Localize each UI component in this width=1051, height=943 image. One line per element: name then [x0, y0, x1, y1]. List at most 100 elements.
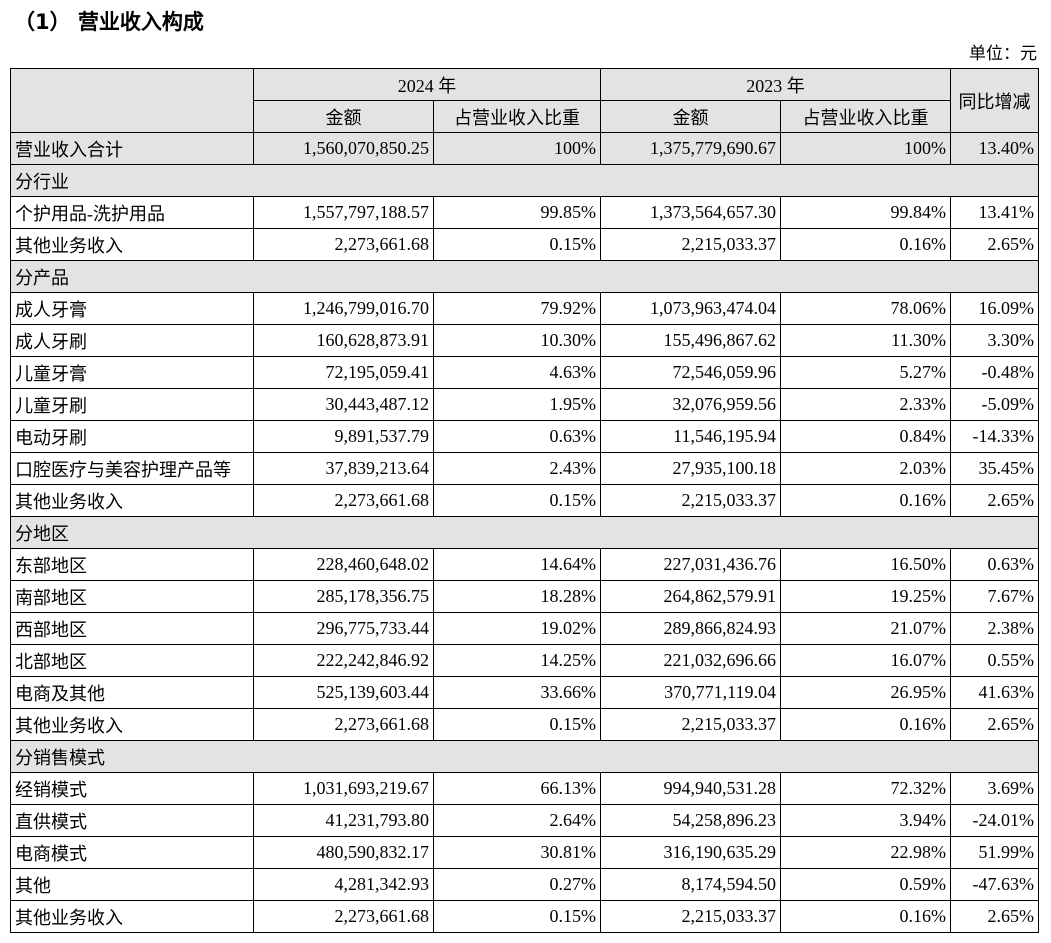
cell-value: 51.99% [950, 836, 1039, 869]
cell-value: 27,935,100.18 [600, 452, 781, 485]
data-row: 东部地区 228,460,648.02 14.64% 227,031,436.76 16… [10, 548, 1039, 581]
cell-value: 0.15% [433, 900, 601, 933]
cell-value: 2.65% [950, 228, 1039, 261]
cell-value: 2.38% [950, 612, 1039, 645]
year-header: 2023 年 [600, 68, 951, 101]
cell-value: 41,231,793.80 [253, 804, 434, 837]
data-row: 成人牙膏 1,246,799,016.70 79.92% 1,073,963,474.… [10, 292, 1039, 325]
cell-value: 10.30% [433, 324, 601, 357]
cell-value: 0.16% [780, 484, 951, 517]
cell-value: 0.27% [433, 868, 601, 901]
section-row: 分地区 [10, 516, 1039, 549]
cell-value: 0.16% [780, 708, 951, 741]
cell-value: -0.48% [950, 356, 1039, 389]
cell-value: 19.25% [780, 580, 951, 613]
cell-value: 7.67% [950, 580, 1039, 613]
cell-value: 2,273,661.68 [253, 228, 434, 261]
data-row: 儿童牙膏 72,195,059.41 4.63% 72,546,059.96 5.27%… [10, 356, 1039, 389]
row-label: 直供模式 [10, 804, 254, 837]
row-label: 其他业务收入 [10, 900, 254, 933]
cell-value: 2,215,033.37 [600, 228, 781, 261]
cell-value: 2.65% [950, 484, 1039, 517]
cell-value: 33.66% [433, 676, 601, 709]
row-label: 南部地区 [10, 580, 254, 613]
cell-value: 160,628,873.91 [253, 324, 434, 357]
data-row: 电商及其他 525,139,603.44 33.66% 370,771,119.04 2… [10, 676, 1039, 709]
row-label: 成人牙膏 [10, 292, 254, 325]
cell-value: 1,373,564,657.30 [600, 196, 781, 229]
cell-value: 66.13% [433, 772, 601, 805]
section-row: 分产品 [10, 260, 1039, 293]
cell-value: 0.63% [433, 420, 601, 453]
cell-value: 4.63% [433, 356, 601, 389]
row-label: 成人牙刷 [10, 324, 254, 357]
cell-value: 221,032,696.66 [600, 644, 781, 677]
row-label: 东部地区 [10, 548, 254, 581]
cell-value: 316,190,635.29 [600, 836, 781, 869]
cell-value: 100% [780, 132, 951, 165]
cell-value: 2.65% [950, 708, 1039, 741]
cell-value: 3.94% [780, 804, 951, 837]
data-row: 经销模式 1,031,693,219.67 66.13% 994,940,531.28… [10, 772, 1039, 805]
row-label: 电动牙刷 [10, 420, 254, 453]
sub-header: 金额 [600, 100, 781, 133]
cell-value: 2,215,033.37 [600, 484, 781, 517]
data-row: 营业收入合计 1,560,070,850.25 100% 1,375,779,690.… [10, 132, 1039, 165]
data-row: 电商模式 480,590,832.17 30.81% 316,190,635.29 22… [10, 836, 1039, 869]
cell-value: 8,174,594.50 [600, 868, 781, 901]
data-row: 西部地区 296,775,733.44 19.02% 289,866,824.93 21… [10, 612, 1039, 645]
section-label: 分销售模式 [10, 740, 1039, 773]
cell-value: 11.30% [780, 324, 951, 357]
cell-value: -47.63% [950, 868, 1039, 901]
cell-value: 370,771,119.04 [600, 676, 781, 709]
cell-value: -5.09% [950, 388, 1039, 421]
sub-header: 金额 [253, 100, 434, 133]
row-label: 电商模式 [10, 836, 254, 869]
cell-value: 37,839,213.64 [253, 452, 434, 485]
cell-value: 2.65% [950, 900, 1039, 933]
cell-value: 22.98% [780, 836, 951, 869]
cell-value: 0.84% [780, 420, 951, 453]
data-row: 电动牙刷 9,891,537.79 0.63% 11,546,195.94 0.84% -… [10, 420, 1039, 453]
cell-value: 9,891,537.79 [253, 420, 434, 453]
cell-value: 0.15% [433, 228, 601, 261]
data-row: 其他业务收入 2,273,661.68 0.15% 2,215,033.37 0.16%… [10, 484, 1039, 517]
row-label: 其他业务收入 [10, 228, 254, 261]
cell-value: 1,560,070,850.25 [253, 132, 434, 165]
row-label: 其他业务收入 [10, 708, 254, 741]
cell-value: 2.03% [780, 452, 951, 485]
section-label: 分地区 [10, 516, 1039, 549]
cell-value: 2,273,661.68 [253, 484, 434, 517]
cell-value: 2.43% [433, 452, 601, 485]
cell-value: 72,195,059.41 [253, 356, 434, 389]
row-label: 儿童牙膏 [10, 356, 254, 389]
section-row: 分销售模式 [10, 740, 1039, 773]
cell-value: 30.81% [433, 836, 601, 869]
row-label: 营业收入合计 [10, 132, 254, 165]
data-row: 直供模式 41,231,793.80 2.64% 54,258,896.23 3.94%… [10, 804, 1039, 837]
row-label: 个护用品-洗护用品 [10, 196, 254, 229]
cell-value: 99.84% [780, 196, 951, 229]
cell-value: 1,557,797,188.57 [253, 196, 434, 229]
data-row: 个护用品-洗护用品 1,557,797,188.57 99.85% 1,373,564… [10, 196, 1039, 229]
cell-value: 227,031,436.76 [600, 548, 781, 581]
cell-value: 1,031,693,219.67 [253, 772, 434, 805]
cell-value: 14.25% [433, 644, 601, 677]
title: （1） 营业收入构成 [14, 10, 204, 34]
cell-value: 3.30% [950, 324, 1039, 357]
table-body: 营业收入合计 1,560,070,850.25 100% 1,375,779,690.… [10, 132, 1039, 933]
data-row: 口腔医疗与美容护理产品等 37,839,213.64 2.43% 27,935,100… [10, 452, 1039, 485]
cell-value: 289,866,824.93 [600, 612, 781, 645]
row-label: 经销模式 [10, 772, 254, 805]
row-label: 西部地区 [10, 612, 254, 645]
cell-value: 525,139,603.44 [253, 676, 434, 709]
data-row: 北部地区 222,242,846.92 14.25% 221,032,696.66 16… [10, 644, 1039, 677]
cell-value: 11,546,195.94 [600, 420, 781, 453]
cell-value: 0.16% [780, 228, 951, 261]
cell-value: 2,273,661.68 [253, 708, 434, 741]
section-label: 分产品 [10, 260, 1039, 293]
cell-value: 0.55% [950, 644, 1039, 677]
cell-value: -24.01% [950, 804, 1039, 837]
cell-value: 79.92% [433, 292, 601, 325]
